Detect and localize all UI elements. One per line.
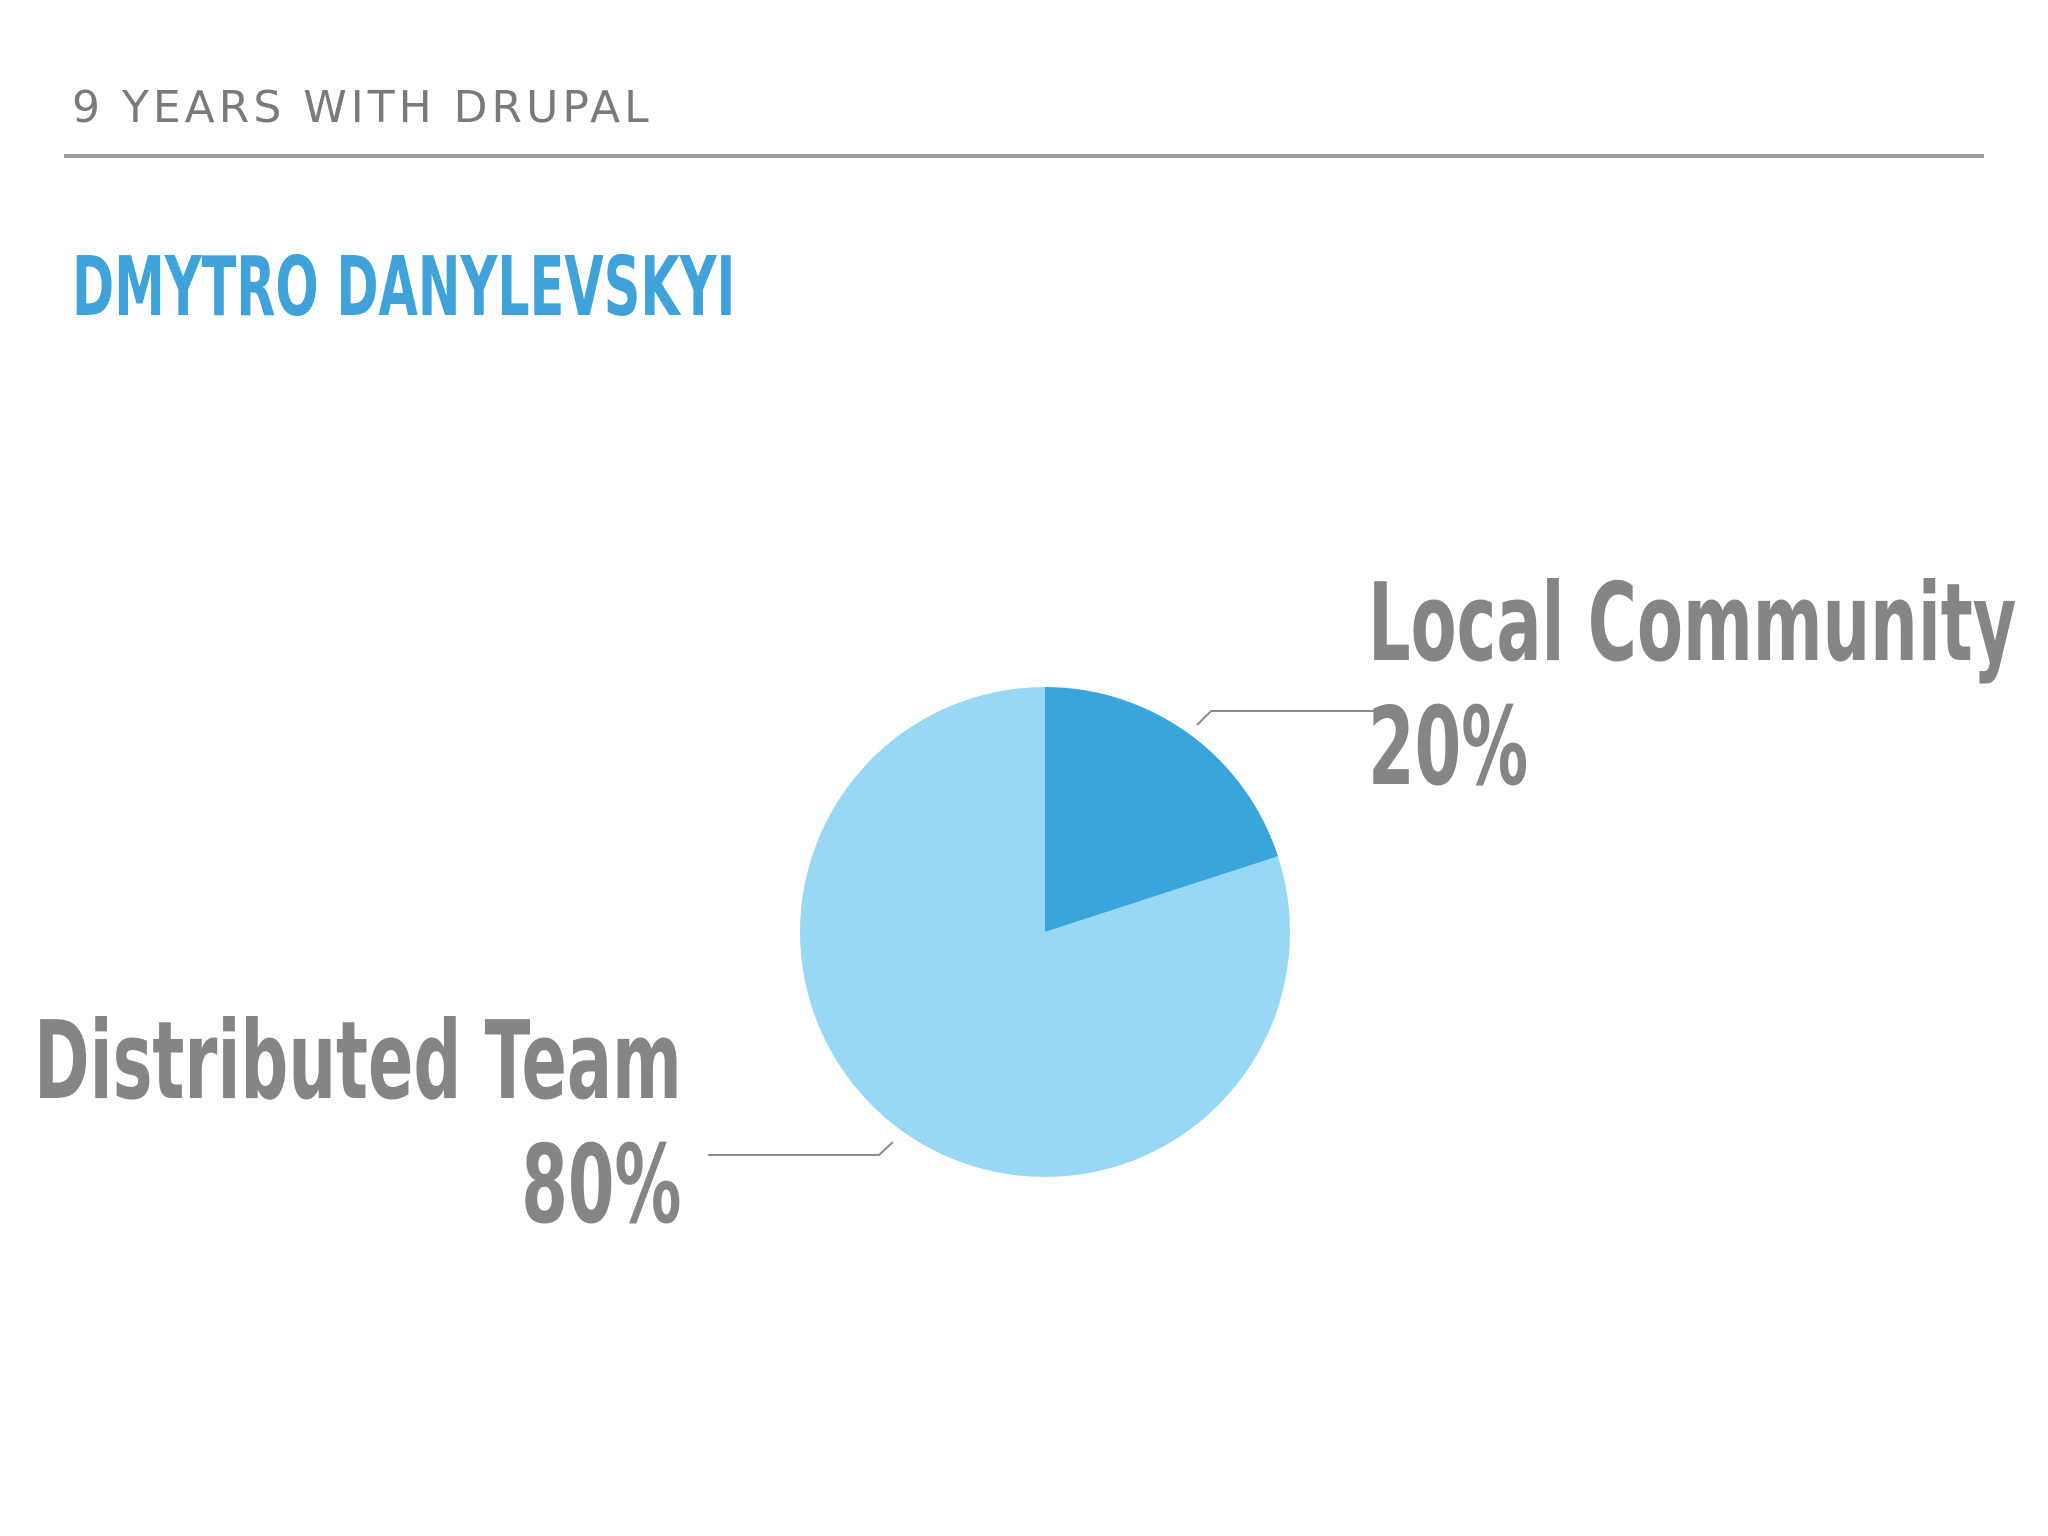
slide-title: DMYTRO DANYLEVSKYI	[72, 240, 736, 335]
header-divider	[64, 154, 1984, 158]
slice-label-distributed-team: Distributed Team	[34, 999, 682, 1124]
slice-value-distributed-team: 80%	[521, 1123, 682, 1248]
slice-label-local-community: Local Community	[1368, 561, 2017, 686]
pie-slice-distributed-team	[799, 687, 1290, 1177]
leader-line-local-community	[1196, 710, 1382, 726]
slice-value-local-community: 20%	[1368, 685, 1529, 810]
leader-line-distributed-team	[708, 1141, 894, 1156]
deck-header-label: 9 YEARS WITH DRUPAL	[72, 82, 653, 133]
pie-slice-local-community	[1045, 687, 1279, 932]
